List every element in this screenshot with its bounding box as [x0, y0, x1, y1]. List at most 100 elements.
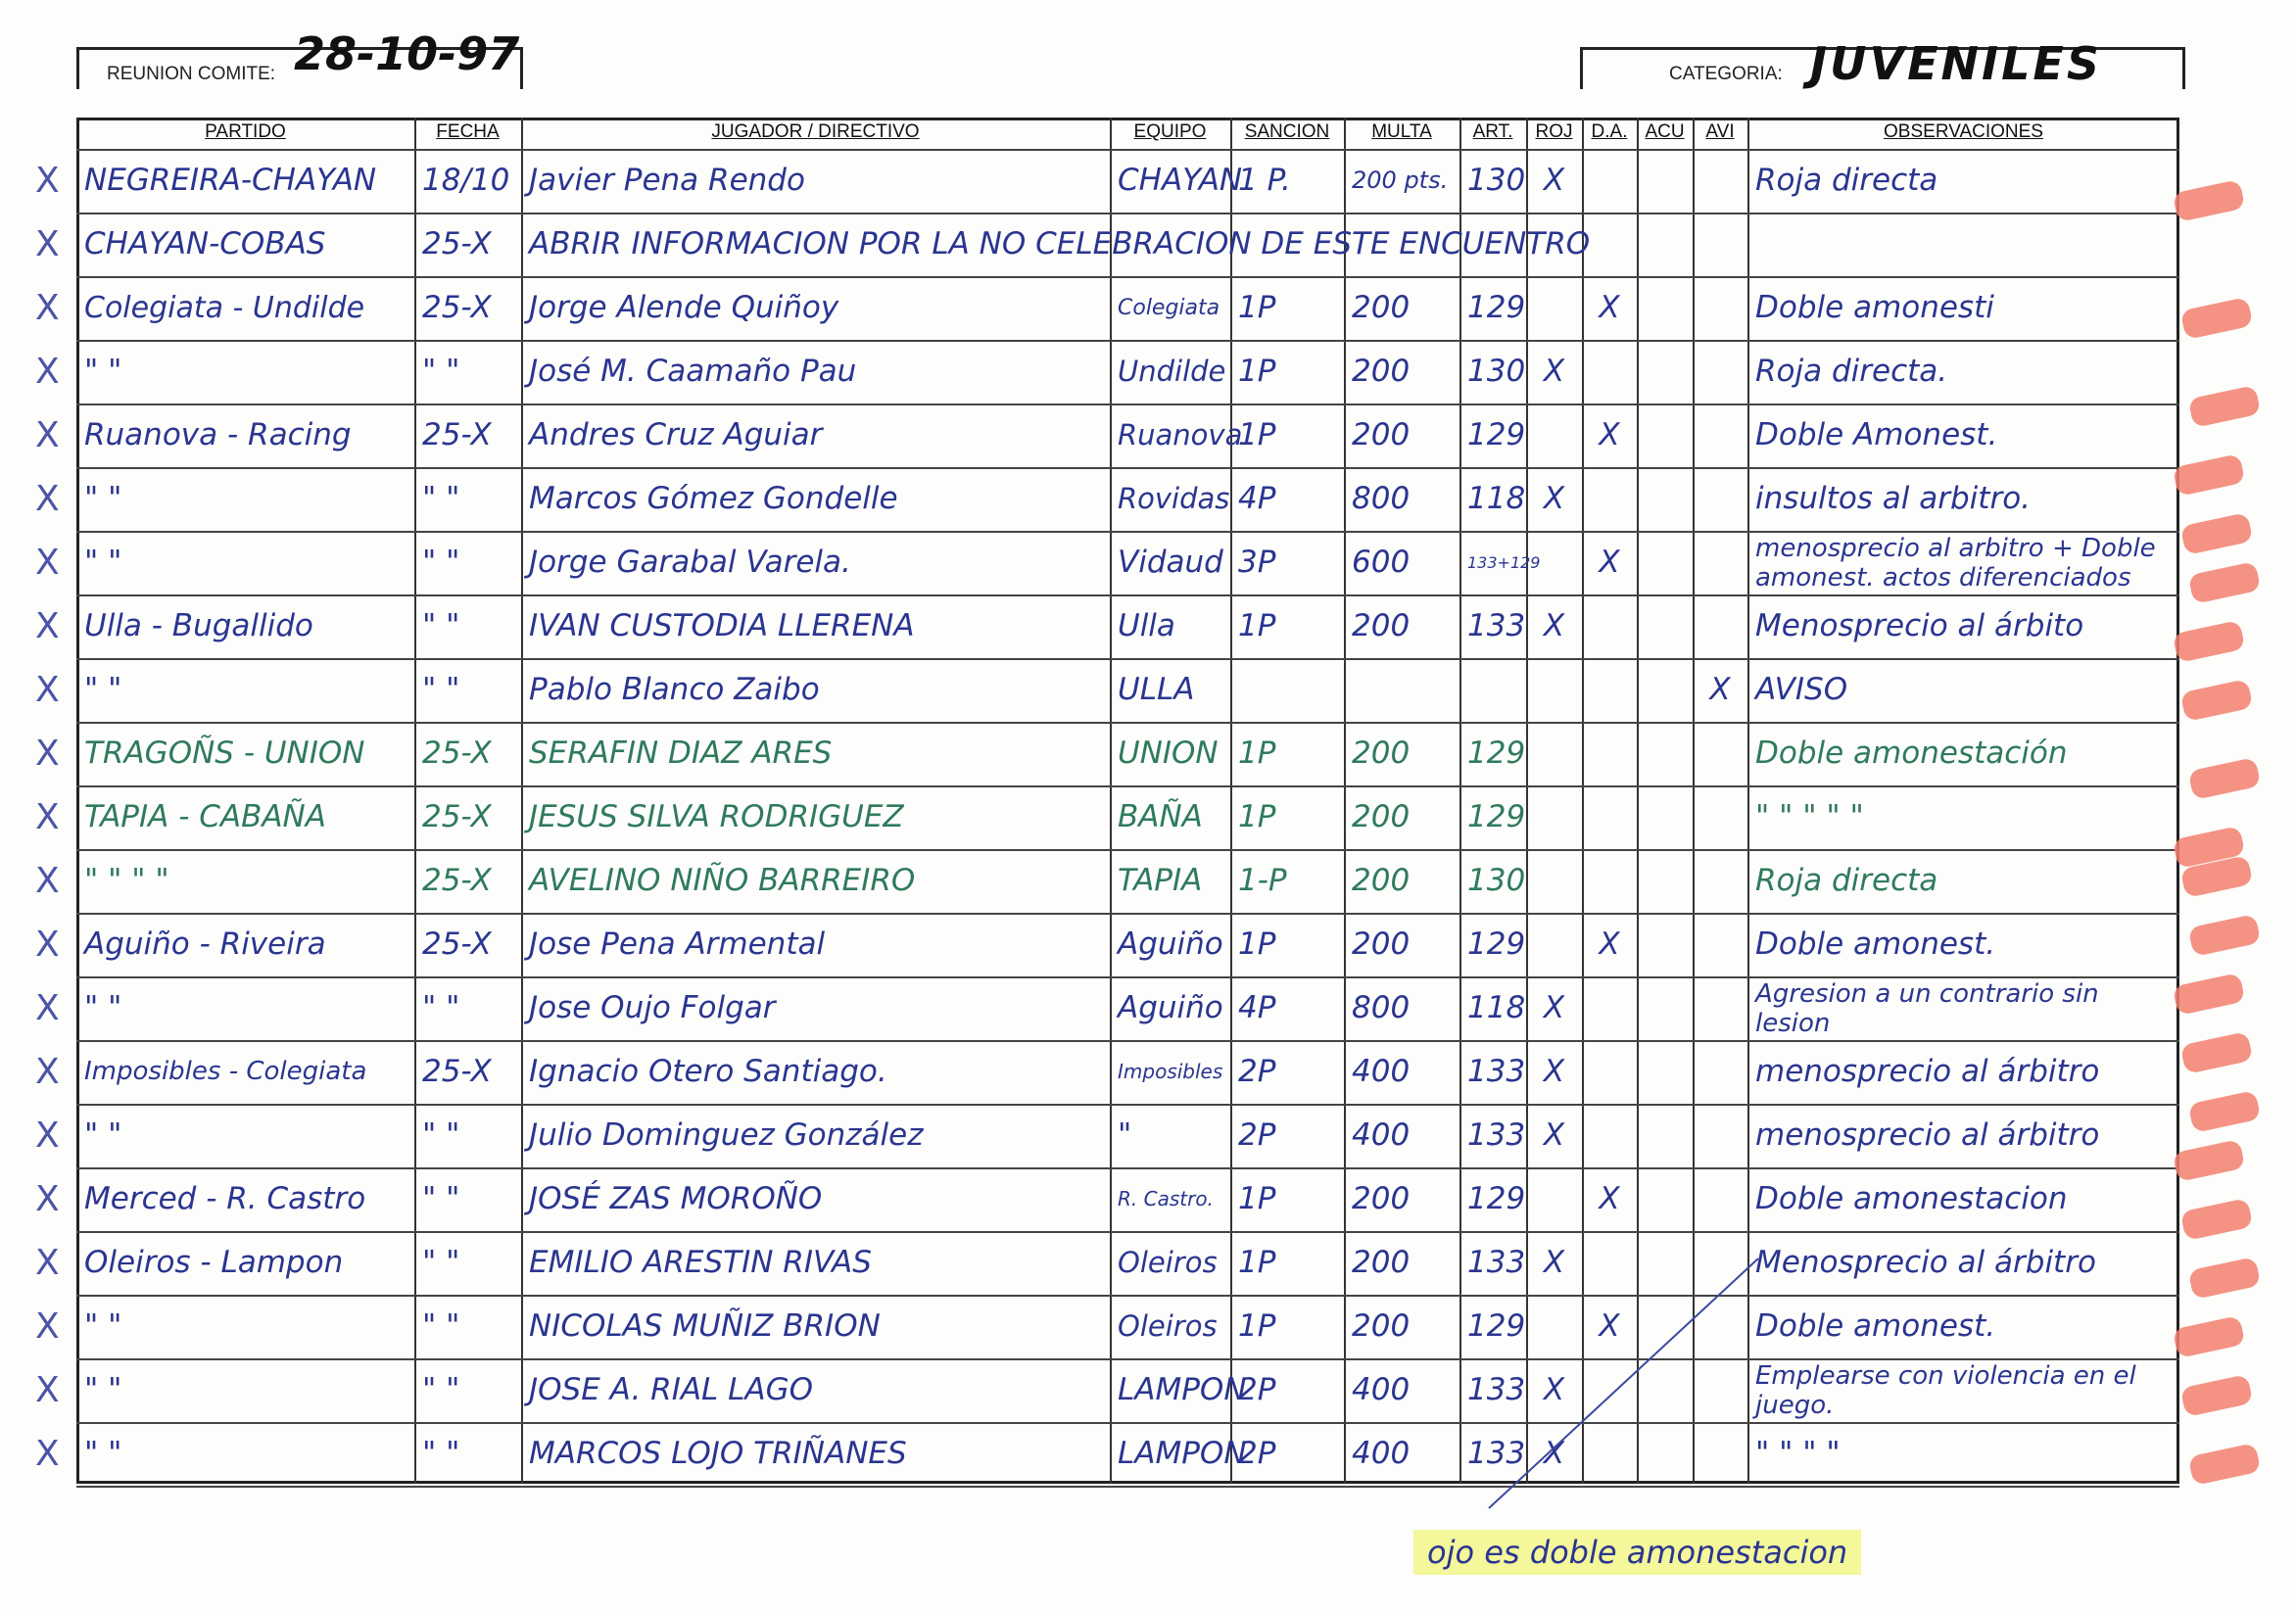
- cell-multa: 200: [1352, 736, 1411, 771]
- cell-fecha: " ": [422, 990, 460, 1025]
- cell-fecha: " ": [422, 1308, 460, 1344]
- cell-jugador: Julio Dominguez González: [529, 1117, 924, 1153]
- cell-partido: " ": [84, 1117, 122, 1153]
- column-header-sancion: SANCION: [1244, 121, 1330, 142]
- row-divider: [76, 658, 2179, 660]
- cell-equipo: TAPIA: [1118, 863, 1203, 898]
- cell-sancion: 1 P.: [1238, 163, 1291, 198]
- cell-equipo: Colegiata: [1118, 296, 1220, 320]
- cell-fecha: 25-X: [422, 799, 492, 834]
- column-header-equipo: EQUIPO: [1133, 121, 1207, 142]
- column-divider: [1230, 118, 1232, 1484]
- cell-sancion: 1P: [1238, 799, 1276, 834]
- cell-equipo: Oleiros: [1118, 1246, 1218, 1279]
- column-divider: [521, 118, 523, 1484]
- cell-fecha: " ": [422, 1181, 460, 1216]
- cell-jugador: Javier Pena Rendo: [529, 163, 805, 198]
- cell-obs: Roja directa.: [1755, 354, 1948, 389]
- cell-sancion: 1P: [1238, 354, 1276, 389]
- cell-da: X: [1599, 290, 1620, 325]
- check-mark-icon: X: [35, 1434, 60, 1474]
- cell-art: 130: [1467, 163, 1526, 198]
- cell-art: 130: [1467, 354, 1526, 389]
- cell-fecha: 25-X: [422, 926, 492, 962]
- cell-jugador: Jorge Alende Quiñoy: [529, 290, 839, 325]
- check-mark-icon: X: [35, 1116, 60, 1156]
- row-divider: [76, 1486, 2179, 1488]
- cell-da: X: [1599, 926, 1620, 962]
- cell-partido: CHAYAN-COBAS: [84, 226, 326, 261]
- column-divider: [1344, 118, 1346, 1484]
- row-divider: [76, 467, 2179, 469]
- row-divider: [76, 913, 2179, 915]
- row-divider: [76, 1231, 2179, 1233]
- cell-multa: 600: [1352, 545, 1411, 580]
- cell-equipo: Imposibles: [1118, 1060, 1223, 1083]
- row-divider: [76, 404, 2179, 405]
- cell-fecha: " ": [422, 354, 460, 389]
- cell-partido: Colegiata - Undilde: [84, 291, 365, 325]
- column-header-obs: OBSERVACIONES: [1884, 121, 2043, 142]
- column-divider: [1582, 118, 1584, 1484]
- meeting-label: REUNION COMITE:: [107, 64, 276, 84]
- check-mark-icon: X: [35, 1370, 60, 1410]
- cell-fecha: 25-X: [422, 1054, 492, 1089]
- cell-equipo: UNION: [1118, 736, 1219, 771]
- check-mark-icon: X: [35, 734, 60, 774]
- cell-fecha: " ": [422, 1436, 460, 1471]
- row-divider: [76, 594, 2179, 596]
- cell-equipo: Undilde: [1118, 355, 1226, 388]
- row-divider: [76, 1295, 2179, 1297]
- cell-equipo: Vidaud: [1118, 545, 1223, 580]
- cell-obs: " " " " ": [1755, 799, 1864, 834]
- cell-partido: " ": [84, 990, 122, 1025]
- cell-jugador: MARCOS LOJO TRIÑANES: [529, 1436, 907, 1471]
- cell-fecha: 25-X: [422, 417, 492, 452]
- cell-equipo: ": [1118, 1117, 1132, 1153]
- cell-obs: Doble amonestación: [1755, 736, 2068, 771]
- cell-art: 133: [1467, 1436, 1526, 1471]
- cell-multa: 800: [1352, 990, 1411, 1025]
- cell-fecha: " ": [422, 1117, 460, 1153]
- cell-art: 130: [1467, 863, 1526, 898]
- column-divider: [1526, 118, 1528, 1484]
- cell-fecha: 25-X: [422, 226, 492, 261]
- column-header-acu: ACU: [1645, 121, 1685, 142]
- cell-obs: Doble amonest.: [1755, 926, 1996, 962]
- cell-art: 129: [1467, 799, 1526, 834]
- cell-sancion: 4P: [1238, 481, 1276, 516]
- cell-partido: " ": [84, 1308, 122, 1344]
- check-mark-icon: X: [35, 1179, 60, 1219]
- cell-partido: " ": [84, 545, 122, 580]
- cell-art: 129: [1467, 1308, 1526, 1344]
- cell-obs: Emplearse con violencia en el juego.: [1755, 1361, 2136, 1420]
- cell-art: 129: [1467, 1181, 1526, 1216]
- check-mark-icon: X: [35, 1306, 60, 1347]
- cell-art: 133: [1467, 1372, 1526, 1407]
- footer-note: ojo es doble amonestacion: [1413, 1530, 1862, 1575]
- cell-partido: Aguiño - Riveira: [84, 926, 326, 962]
- cell-partido: Ruanova - Racing: [84, 417, 352, 452]
- cell-equipo: Aguiño: [1118, 926, 1223, 962]
- cell-jugador: JOSÉ ZAS MOROÑO: [529, 1181, 823, 1216]
- cell-roj: X: [1543, 163, 1565, 198]
- cell-roj: X: [1543, 1054, 1565, 1089]
- cell-obs: Menosprecio al árbito: [1755, 608, 2084, 643]
- check-mark-icon: X: [35, 288, 60, 328]
- cell-fecha: " ": [422, 608, 460, 643]
- column-divider: [1747, 118, 1749, 1484]
- cell-fecha: " ": [422, 1372, 460, 1407]
- cell-art: 129: [1467, 736, 1526, 771]
- cell-equipo: CHAYAN: [1118, 163, 1243, 198]
- cell-fecha: " ": [422, 481, 460, 516]
- check-mark-icon: X: [35, 670, 60, 710]
- cell-multa: 200: [1352, 1181, 1411, 1216]
- cell-sancion: 1P: [1238, 1245, 1276, 1280]
- column-header-avi: AVI: [1705, 121, 1735, 142]
- column-header-art: ART.: [1472, 121, 1513, 142]
- cell-partido: Oleiros - Lampon: [84, 1245, 344, 1280]
- row-divider: [76, 1040, 2179, 1042]
- cell-art: 133: [1467, 1245, 1526, 1280]
- cell-multa: 200: [1352, 799, 1411, 834]
